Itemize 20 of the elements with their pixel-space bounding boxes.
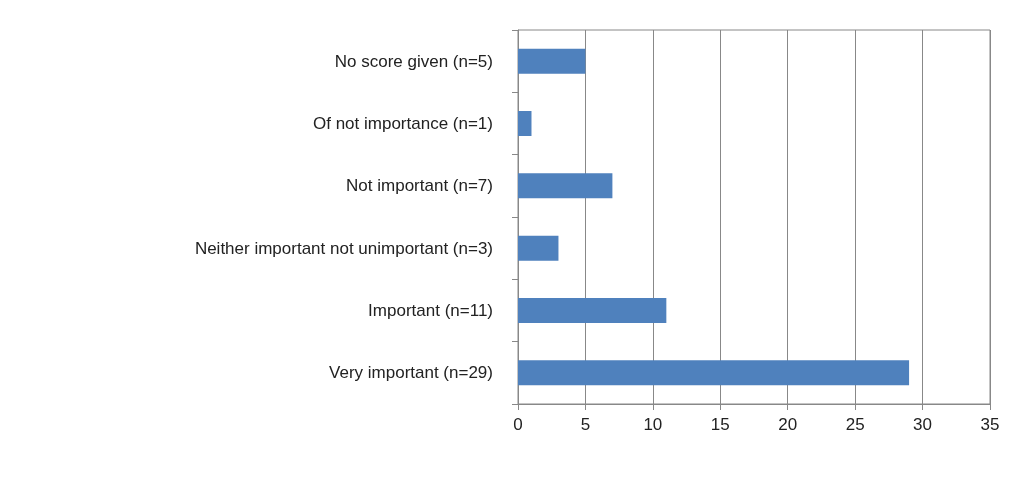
- y-tick-label: Very important (n=29): [329, 363, 493, 383]
- x-tick-label: 35: [980, 415, 1000, 434]
- y-tick-label: No score given (n=5): [334, 51, 493, 71]
- y-tick-label: Neither important not unimportant (n=3): [194, 238, 493, 258]
- bar: [518, 298, 667, 323]
- x-tick-label: 15: [710, 415, 730, 434]
- x-tick-label: 30: [913, 415, 933, 434]
- x-tick-label: 0: [513, 415, 523, 434]
- y-tick-label: Not important (n=7): [346, 176, 493, 196]
- x-tick-label: 10: [643, 415, 663, 434]
- x-tick-label: 20: [778, 415, 798, 434]
- x-tick-label: 25: [845, 415, 865, 434]
- bar: [518, 48, 586, 74]
- bar: [518, 173, 613, 199]
- bar: [518, 111, 532, 136]
- x-tick-label: 5: [580, 415, 591, 434]
- bar: [518, 360, 910, 386]
- y-tick-label: Of not importance (n=1): [312, 114, 493, 133]
- y-tick-label: Important (n=11): [368, 301, 493, 320]
- bar: [518, 235, 559, 261]
